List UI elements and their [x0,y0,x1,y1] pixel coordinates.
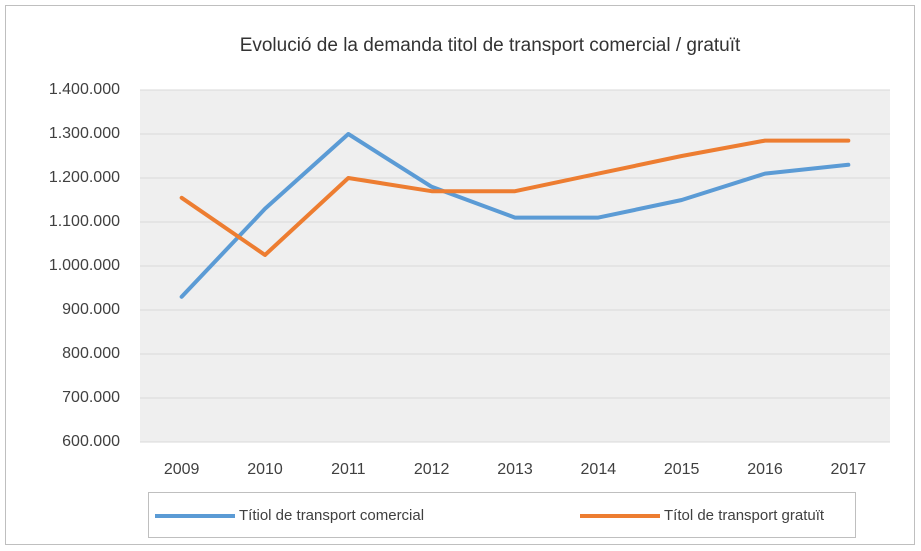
y-tick-label: 800.000 [62,345,120,362]
legend-box [148,492,856,538]
x-tick-label: 2016 [747,461,783,478]
x-tick-label: 2010 [247,461,283,478]
y-tick-label: 1.300.000 [49,125,120,142]
series-line [179,132,851,299]
x-tick-label: 2014 [581,461,617,478]
x-tick-label: 2013 [497,461,533,478]
chart-title: Evolució de la demanda titol de transpor… [240,35,741,56]
x-tick-label: 2015 [664,461,700,478]
y-tick-label: 1.200.000 [49,169,120,186]
x-tick-label: 2009 [164,461,200,478]
x-tick-label: 2017 [831,461,867,478]
legend-label: Títiol de transport comercial [239,507,424,524]
x-tick-label: 2011 [331,461,366,478]
y-tick-label: 1.000.000 [49,257,120,274]
legend-label: Títol de transport gratuït [664,507,825,524]
y-tick-label: 1.400.000 [49,81,120,98]
y-tick-label: 1.100.000 [49,213,120,230]
y-tick-label: 600.000 [62,433,120,450]
y-tick-label: 900.000 [62,301,120,318]
series-line [179,138,851,257]
y-tick-label: 700.000 [62,389,120,406]
x-tick-label: 2012 [414,461,450,478]
